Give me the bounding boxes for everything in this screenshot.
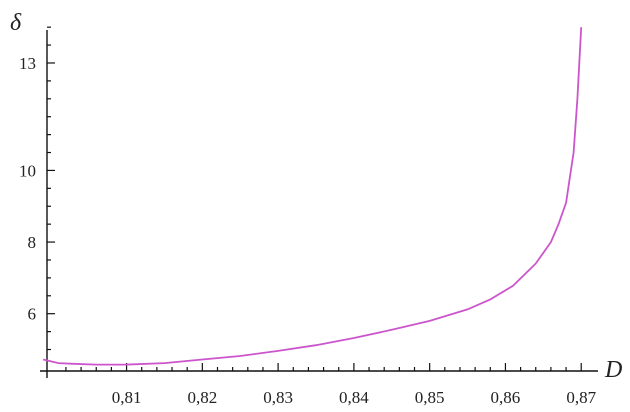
x-axis-label: D <box>604 357 622 383</box>
y-ticks: 6 8 10 13 <box>19 26 55 351</box>
y-axis-label: δ <box>10 10 22 36</box>
y-tick-label: 6 <box>28 305 37 324</box>
x-tick-label: 0,83 <box>263 388 293 407</box>
x-tick-label: 0,86 <box>491 388 521 407</box>
x-tick-label: 0,87 <box>566 388 596 407</box>
y-tick-label: 13 <box>19 54 36 73</box>
y-tick-label: 10 <box>19 161 36 180</box>
y-tick-label: 8 <box>28 233 37 252</box>
series-line <box>42 27 583 366</box>
x-tick-label: 0,82 <box>187 388 217 407</box>
series-group <box>42 27 583 366</box>
axes: D δ <box>10 10 622 383</box>
x-tick-label: 0,81 <box>112 388 142 407</box>
x-tick-label: 0,85 <box>415 388 445 407</box>
x-ticks: 0,81 0,82 0,83 0,84 0,85 0,86 0,87 <box>65 363 597 407</box>
x-tick-label: 0,84 <box>339 388 369 407</box>
